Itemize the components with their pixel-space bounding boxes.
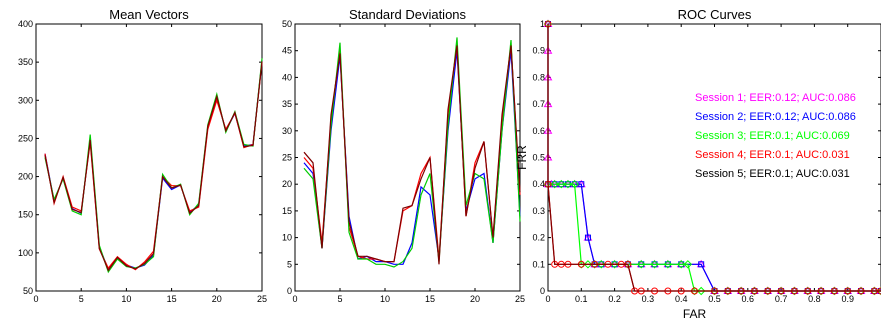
series-3-marker	[663, 260, 673, 269]
legend: Session 1; EER:0.12; AUC:0.086 Session 2;…	[695, 92, 856, 180]
legend-entry-5: Session 5; EER:0.1; AUC:0.031	[695, 168, 850, 180]
y-tick-label: 0.4	[532, 179, 545, 189]
x-tick-label: 25	[257, 294, 267, 304]
y-tick-label: 0.9	[532, 46, 545, 56]
y-tick-label: 30	[282, 126, 292, 136]
x-tick-label: 20	[470, 294, 480, 304]
x-tick-label: 5	[79, 294, 84, 304]
y-tick-label: 0.8	[532, 72, 545, 82]
series-3-marker	[637, 260, 646, 269]
x-tick-label: 0	[292, 294, 297, 304]
series-3-marker	[650, 260, 659, 269]
chart-title: Standard Deviations	[349, 7, 467, 22]
y-tick-label: 0	[540, 286, 545, 296]
series-line-1	[44, 60, 263, 271]
y-tick-label: 150	[18, 210, 33, 220]
x-axis-label: FAR	[683, 307, 707, 321]
series-line-5	[547, 24, 881, 292]
y-tick-label: 0.2	[532, 233, 545, 243]
x-tick-label: 5	[337, 294, 342, 304]
y-tick-label: 35	[282, 99, 292, 109]
series-line-4	[44, 61, 263, 272]
y-tick-label: 0.5	[532, 153, 545, 163]
y-tick-label: 350	[18, 57, 33, 67]
y-tick-label: 0.1	[532, 259, 545, 269]
x-tick-label: 10	[380, 294, 390, 304]
legend-entry-2: Session 2; EER:0.12; AUC:0.086	[695, 111, 856, 123]
series-line-3	[303, 37, 521, 268]
y-tick-label: 0.6	[532, 126, 545, 136]
series-3-marker	[610, 260, 619, 269]
y-tick-label: 1	[540, 19, 545, 29]
series-3-marker	[557, 179, 566, 189]
chart-panel-2: Standard Deviations 0 5 10 15 20 25 0 5 10 15 20 25 3…	[282, 7, 525, 304]
y-tick-label: 300	[18, 95, 33, 105]
series-3-marker	[563, 179, 573, 189]
y-tick-label: 25	[282, 153, 292, 163]
series-2-marker	[698, 261, 705, 268]
chart-panel-3: ROC Curves 0 0.1 0.2 0.3 0.4 0.5 0.6 0.7 0.8 0.9 0 0…	[515, 7, 881, 321]
series-3-marker	[683, 260, 693, 269]
chart-title: Mean Vectors	[109, 7, 189, 22]
legend-entry-1: Session 1; EER:0.12; AUC:0.086	[695, 92, 856, 104]
x-tick-label: 15	[425, 294, 435, 304]
x-tick-label: 0.8	[808, 294, 821, 304]
y-tick-label: 45	[282, 46, 292, 56]
series-line-2	[44, 62, 263, 271]
x-tick-label: 0	[545, 294, 550, 304]
y-tick-label: 40	[282, 72, 292, 82]
series-3-marker	[676, 260, 686, 269]
y-tick-label: 0.7	[532, 99, 545, 109]
y-tick-label: 10	[282, 233, 292, 243]
series-line-3	[44, 58, 263, 274]
y-tick-label: 5	[287, 259, 292, 269]
chart-title: ROC Curves	[678, 7, 752, 22]
x-tick-label: 0.1	[575, 294, 588, 304]
y-tick-label: 0.3	[532, 206, 545, 216]
x-tick-label: 0.3	[642, 294, 655, 304]
y-axis-label: FRR	[515, 145, 529, 170]
x-tick-label: 0.9	[841, 294, 854, 304]
x-tick-label: 0	[33, 294, 38, 304]
x-tick-label: 10	[121, 294, 131, 304]
series-3-marker	[696, 286, 706, 296]
x-tick-label: 0.2	[608, 294, 621, 304]
plot-area	[35, 23, 263, 292]
y-tick-label: 50	[23, 286, 33, 296]
x-tick-label: 25	[515, 294, 525, 304]
legend-entry-4: Session 4; EER:0.1; AUC:0.031	[695, 149, 850, 161]
series-3-marker	[570, 179, 579, 189]
y-tick-label: 15	[282, 206, 292, 216]
series-3-marker	[550, 179, 559, 189]
y-tick-label: 200	[18, 172, 33, 182]
series-line-4	[303, 45, 521, 265]
y-tick-label: 250	[18, 133, 33, 143]
y-tick-label: 20	[282, 179, 292, 189]
x-tick-label: 15	[167, 294, 177, 304]
series-2-marker	[584, 234, 591, 241]
series-3-marker	[597, 260, 606, 269]
y-tick-label: 100	[18, 248, 33, 258]
y-tick-label: 400	[18, 19, 33, 29]
y-tick-label: 50	[282, 19, 292, 29]
legend-entry-3: Session 3; EER:0.1; AUC:0.069	[695, 130, 850, 142]
series-3-marker	[583, 260, 593, 269]
x-tick-label: 0.7	[775, 294, 788, 304]
chart-panel-1: Mean Vectors 0 5 10 15 20 25 50 100 150 200 250 300 3…	[18, 7, 267, 304]
x-tick-label: 0.6	[742, 294, 755, 304]
x-tick-label: 0.4	[675, 294, 688, 304]
x-tick-label: 0.5	[708, 294, 721, 304]
x-tick-label: 20	[212, 294, 222, 304]
y-tick-label: 0	[287, 286, 292, 296]
